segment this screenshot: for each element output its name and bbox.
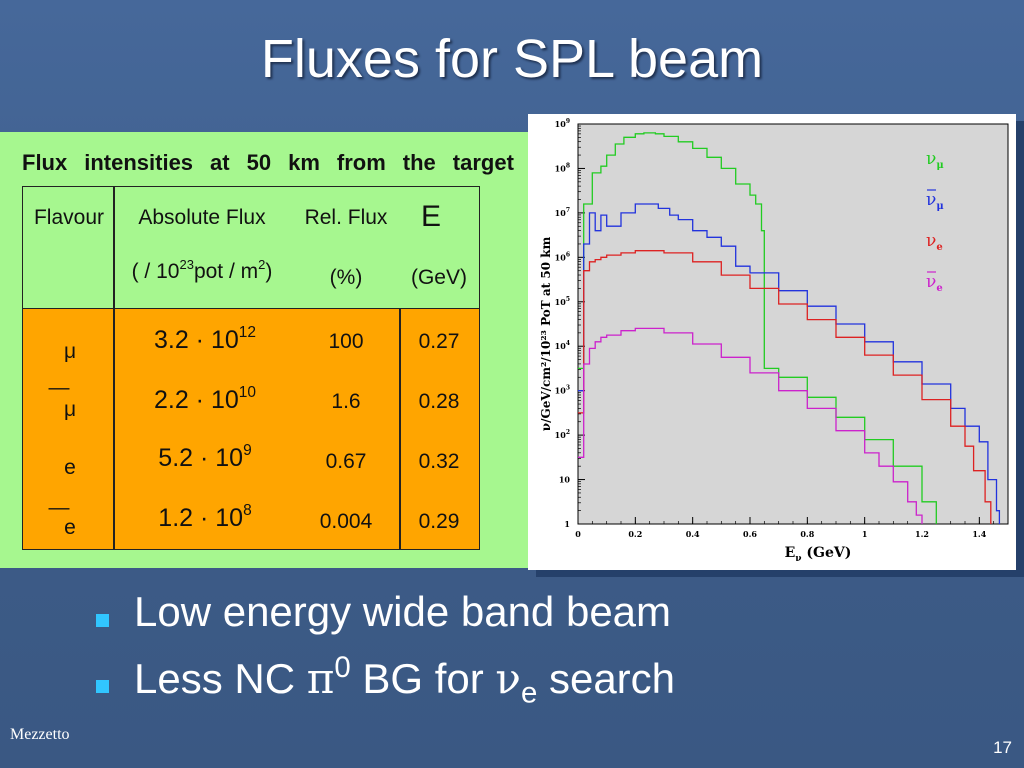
x-tick-label: 1.4 xyxy=(972,529,986,539)
y-axis-label: ν/GeV/cm²/10²³ PoT at 50 km xyxy=(539,236,553,431)
absolute-flux-cell: 3.2 · 1012 xyxy=(153,324,257,354)
y-tick-label: 102 xyxy=(555,429,570,440)
author-footer: Mezzetto xyxy=(10,726,70,743)
x-tick-label: 1 xyxy=(862,529,868,539)
y-tick-label: 107 xyxy=(555,207,570,218)
x-tick-label: 0.4 xyxy=(686,529,700,539)
heading-word: the xyxy=(402,150,436,175)
y-tick-label: 104 xyxy=(555,340,570,351)
plot-area xyxy=(577,123,1009,525)
y-tick-label: 108 xyxy=(555,162,570,173)
y-tick-label: 10 xyxy=(559,475,571,485)
series-line-nuebar xyxy=(578,327,923,524)
column-divider xyxy=(399,308,401,550)
rel-flux-cell: 0.67 xyxy=(325,450,367,473)
x-axis-label: Eν (GeV) xyxy=(785,545,852,564)
table-body-block xyxy=(22,308,480,550)
heading-word: target xyxy=(452,150,514,175)
header-flavour: Flavour xyxy=(33,206,105,229)
header-energy-unit: (GeV) xyxy=(410,266,467,289)
y-tick-label: 105 xyxy=(555,296,570,307)
antiparticle-bar: — xyxy=(48,376,70,399)
bullet-marker xyxy=(96,614,109,627)
series-line-nue xyxy=(578,250,992,524)
header-energy: E xyxy=(420,200,441,233)
flux-chart: 1 10 102 103 104 105 106 107 108 109 0 0.2 0.4 0.6 0.8… xyxy=(539,118,1009,564)
heading-word: from xyxy=(336,150,386,175)
header-rel-flux-unit: (%) xyxy=(329,266,363,289)
x-tick-label: 0.6 xyxy=(743,529,757,539)
heading-word: Flux xyxy=(22,150,68,175)
heading-word: intensities xyxy=(84,150,194,175)
heading-word: km xyxy=(288,150,320,175)
header-rel-flux: Rel. Flux xyxy=(304,206,388,229)
heading-word: at xyxy=(210,150,230,175)
rel-flux-cell: 0.004 xyxy=(319,510,373,533)
page-number: 17 xyxy=(993,738,1012,757)
y-tick-label: 106 xyxy=(555,251,570,262)
flavour-cell: e xyxy=(64,516,76,539)
header-absolute-flux-unit: ( / 1023pot / m2) xyxy=(131,256,273,283)
energy-cell: 0.27 xyxy=(418,330,460,353)
bullet-text: Low energy wide band beam xyxy=(134,588,672,635)
y-tick-label: 1 xyxy=(564,519,570,529)
energy-cell: 0.32 xyxy=(418,450,460,473)
antiparticle-bar: — xyxy=(48,496,70,519)
slide-title: Fluxes for SPL beam xyxy=(260,29,764,89)
table-heading: Flux intensities at 50 km from the targe… xyxy=(22,150,514,176)
legend-entry-numubar: νμ xyxy=(926,190,944,212)
series-line-numubar xyxy=(578,203,1001,524)
y-tick-label: 109 xyxy=(555,118,570,129)
bullet-marker xyxy=(96,680,109,693)
flavour-cell: μ xyxy=(63,398,77,421)
header-absolute-flux: Absolute Flux xyxy=(138,206,266,229)
y-tick-label: 103 xyxy=(555,385,570,396)
rel-flux-cell: 1.6 xyxy=(331,390,361,413)
energy-cell: 0.29 xyxy=(418,510,460,533)
x-tick-label: 1.2 xyxy=(915,529,929,539)
bullet-text: Less NC π0 BG for νe search xyxy=(134,650,676,710)
absolute-flux-cell: 5.2 · 109 xyxy=(158,442,252,472)
rel-flux-cell: 100 xyxy=(328,330,364,353)
heading-word: 50 xyxy=(246,150,272,175)
flavour-cell: e xyxy=(64,456,76,479)
column-divider xyxy=(113,186,115,550)
energy-cell: 0.28 xyxy=(418,390,460,413)
absolute-flux-cell: 2.2 · 1010 xyxy=(153,384,257,414)
x-tick-label: 0.2 xyxy=(628,529,642,539)
x-tick-label: 0.8 xyxy=(800,529,814,539)
series-line-numu xyxy=(578,132,937,524)
table-header-block xyxy=(22,186,480,308)
absolute-flux-cell: 1.2 · 108 xyxy=(158,502,252,532)
legend-entry-nue: νe xyxy=(926,231,943,253)
legend-entry-nuebar: νe xyxy=(926,272,943,294)
flavour-cell: μ xyxy=(63,340,77,363)
legend-entry-numu: νμ xyxy=(926,149,944,171)
x-tick-label: 0 xyxy=(575,529,581,539)
